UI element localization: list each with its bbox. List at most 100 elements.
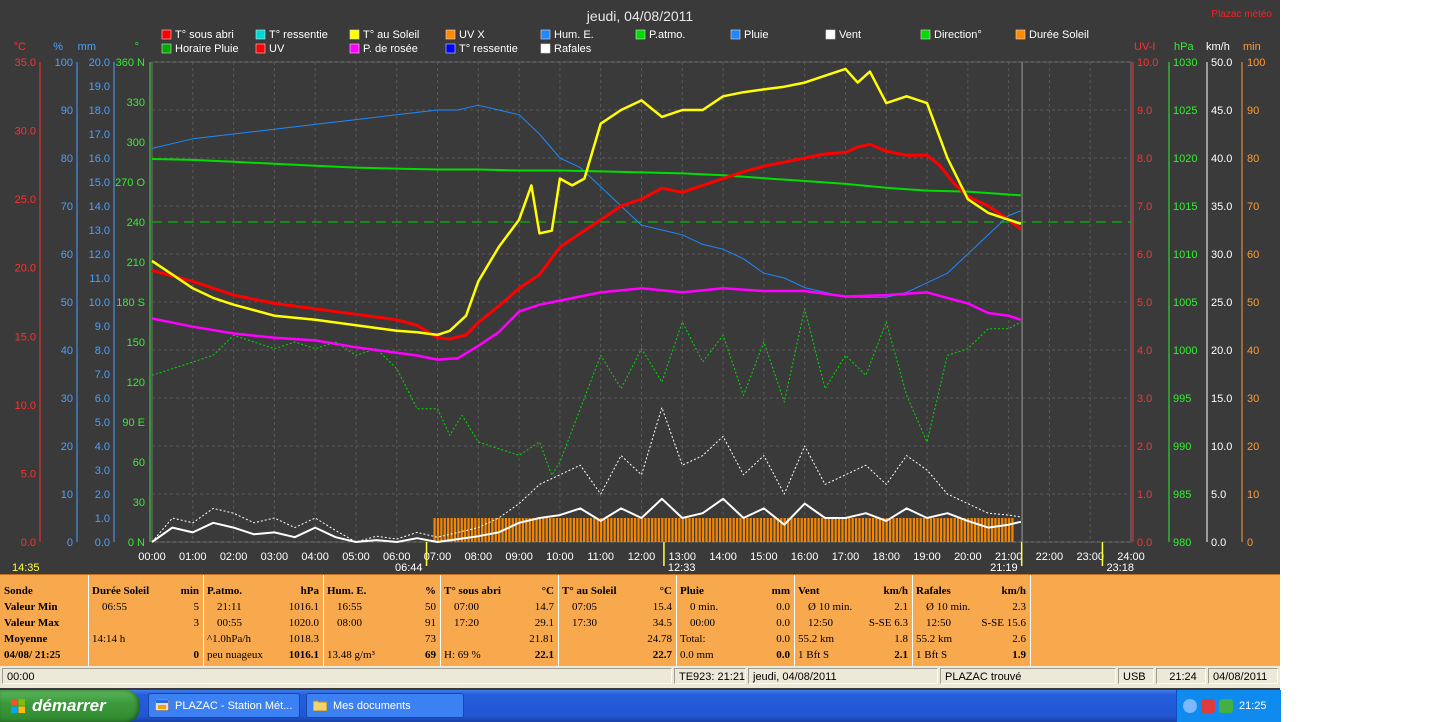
y-tick-label: 10.0: [1137, 57, 1158, 69]
stats-col-patmo: P.atmo. hPa 21:11 1016.1 00:55 1020.0 ^1.0hPa/…: [203, 575, 324, 667]
stats-cell-label: 07:00: [454, 601, 480, 613]
start-button[interactable]: démarrer: [0, 690, 140, 722]
legend-swatch: [540, 43, 551, 54]
sunshine-bar: [491, 518, 494, 542]
y-tick-label: 100: [55, 57, 73, 69]
sunshine-bar: [457, 518, 460, 542]
taskbar: démarrer PLAZAC - Station Mét... Mes doc…: [0, 690, 1281, 722]
series-line-t-au-soleil: [151, 67, 1022, 337]
legend-label: Durée Soleil: [1029, 29, 1089, 41]
sunshine-bar: [583, 518, 586, 542]
y-tick-label: 9.0: [1137, 105, 1152, 117]
y-tick-label: 1.0: [1137, 489, 1152, 501]
sunshine-bar: [892, 518, 895, 542]
stats-cell-value: 21.81: [529, 633, 554, 645]
stats-cell-label: 00:00: [690, 617, 716, 629]
status-time0: 00:00: [2, 668, 672, 684]
sunshine-bar: [878, 518, 881, 542]
stats-cell-value: 5: [193, 601, 200, 613]
sunshine-bar: [630, 518, 633, 542]
sunshine-bar: [769, 518, 773, 542]
y-tick-label: 1000: [1173, 345, 1197, 357]
stats-cell-row: Hum. E.%: [327, 583, 436, 599]
sunshine-bar: [858, 518, 861, 542]
sunshine-bar: [637, 518, 640, 542]
stats-col-hum: Hum. E.% 16:55 50 08:00 91 73 13.48 g/m³ 69: [323, 575, 441, 667]
y-tick-label: 8.0: [95, 345, 110, 357]
sunshine-bar: [436, 518, 440, 542]
taskbar-button-label: Mes documents: [333, 700, 411, 712]
stats-cell-label: Hum. E.: [327, 585, 367, 597]
stats-cell-value: 24.78: [647, 633, 672, 645]
x-tick-label: 16:00: [791, 551, 819, 563]
sunshine-bar: [617, 518, 620, 542]
sunshine-bar: [661, 518, 664, 542]
stats-cell-value: 2.1: [894, 649, 908, 661]
y-tick-label: 35.0: [1211, 201, 1232, 213]
legend-swatch: [349, 29, 360, 40]
y-axis-unit: °C: [14, 41, 26, 53]
stats-cell-label: 00:55: [217, 617, 243, 629]
y-tick-label: 7.0: [1137, 201, 1152, 213]
sunshine-bar: [719, 518, 722, 542]
stats-cell-label: 0.0 mm: [680, 649, 714, 661]
status-date2: 04/08/2011: [1208, 668, 1278, 684]
time-marker-moonset: 23:18: [1106, 562, 1134, 574]
legend-swatch: [445, 43, 456, 54]
stats-cell-value: km/h: [1001, 585, 1026, 597]
tray-clock: 21:25: [1239, 700, 1267, 712]
stats-cell-row: Durée Soleil min: [92, 583, 199, 599]
y-tick-label: 90 E: [122, 417, 145, 429]
folder-icon: [313, 700, 327, 711]
series-line-t-sous-abri: [151, 142, 1022, 341]
sunshine-bar: [640, 518, 644, 542]
taskbar-button-documents[interactable]: Mes documents: [306, 693, 464, 718]
legend-label: P. de rosée: [363, 43, 418, 55]
x-tick-label: 03:00: [261, 551, 289, 563]
x-tick-label: 07:00: [424, 551, 452, 563]
sunshine-bar: [783, 518, 786, 542]
sunshine-bar: [535, 518, 538, 542]
y-tick-label: 35.0: [15, 57, 36, 69]
sunshine-bar: [613, 518, 616, 542]
stats-cell-value: °C: [541, 585, 554, 597]
sunshine-bar: [963, 518, 966, 542]
sunshine-bar: [868, 518, 871, 542]
sunshine-bar: [776, 518, 779, 542]
stats-cell-row: 06:55 5: [92, 599, 199, 615]
sunshine-bar: [732, 518, 735, 542]
sunshine-bar: [848, 518, 851, 542]
legend-swatch: [920, 29, 931, 40]
security-shield-icon[interactable]: [1201, 699, 1215, 713]
y-tick-label: 1030: [1173, 57, 1197, 69]
sunshine-bar: [593, 518, 596, 542]
y-tick-label: 14.0: [89, 201, 110, 213]
y-tick-label: 360 N: [116, 57, 145, 69]
y-tick-label: 60: [61, 249, 73, 261]
stats-cell-label: 55.2 km: [916, 633, 953, 645]
sunshine-bar: [936, 518, 939, 542]
y-tick-label: 10.0: [15, 400, 36, 412]
legend-label: Vent: [839, 29, 861, 41]
legend-label: P.atmo.: [649, 29, 686, 41]
x-tick-label: 19:00: [913, 551, 941, 563]
stats-cell-label: 0 min.: [690, 601, 719, 613]
taskbar-button-plazac[interactable]: PLAZAC - Station Mét...: [148, 693, 300, 718]
stats-cell-label: Total:: [680, 633, 706, 645]
sunshine-bar: [566, 518, 569, 542]
x-tick-label: 13:00: [669, 551, 697, 563]
stats-cell-row: 22.7: [562, 647, 672, 663]
x-tick-label: 17:00: [832, 551, 860, 563]
network-icon[interactable]: [1219, 699, 1233, 713]
back-arrow-icon[interactable]: [1183, 699, 1197, 713]
stats-cell-value: 73: [425, 633, 436, 645]
sunshine-bar: [498, 518, 501, 542]
sunshine-bar: [674, 518, 678, 542]
y-tick-label: 120: [127, 377, 145, 389]
stats-cell-row: T° sous abri °C: [444, 583, 554, 599]
stats-cell-label: 12:50: [926, 617, 952, 629]
stats-cell-value: 15.4: [652, 601, 672, 613]
sunshine-bar: [453, 518, 457, 542]
legend-label: Pluie: [744, 29, 768, 41]
sunshine-bar: [576, 518, 579, 542]
